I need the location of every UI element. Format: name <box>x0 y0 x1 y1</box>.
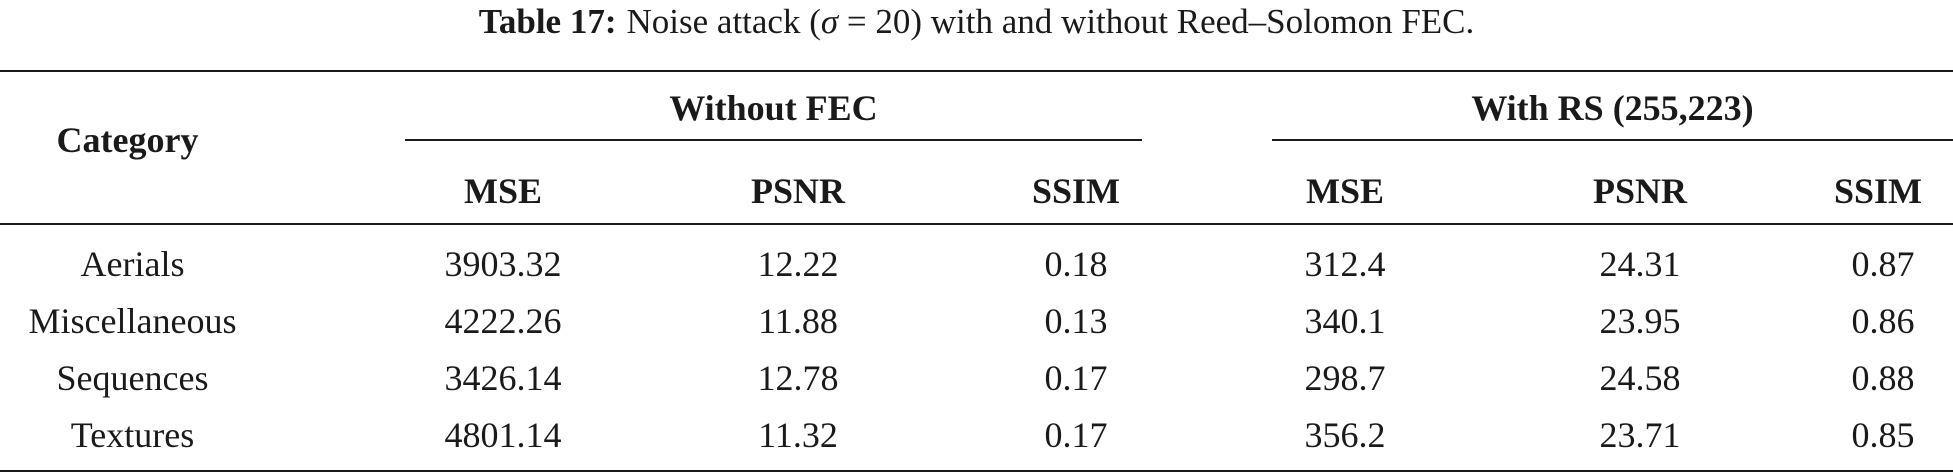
row-1-mse-with: 312.4 <box>1304 244 1386 284</box>
bottom-rule <box>0 470 1953 472</box>
group-rule-with-rs <box>1272 139 1953 141</box>
row-4-category: Textures <box>70 415 195 455</box>
sigma-symbol: σ <box>820 2 839 41</box>
row-4-psnr-with: 23.71 <box>1599 415 1681 455</box>
row-3-ssim-without: 0.17 <box>1044 358 1108 398</box>
subheader-mse-without: MSE <box>463 171 542 211</box>
row-1-category: Aerials <box>80 244 185 284</box>
caption-text-start: Noise attack ( <box>626 2 821 41</box>
row-3-mse-without: 3426.14 <box>444 358 562 398</box>
row-2-psnr-with: 23.95 <box>1599 301 1681 341</box>
row-2-ssim-without: 0.13 <box>1044 301 1108 341</box>
subheader-ssim-with: SSIM <box>1833 171 1923 211</box>
subheader-mse-with: MSE <box>1305 171 1384 211</box>
category-header: Category <box>56 120 199 160</box>
row-4-ssim-with: 0.85 <box>1851 415 1915 455</box>
row-2-ssim-with: 0.86 <box>1851 301 1915 341</box>
row-4-mse-with: 356.2 <box>1304 415 1386 455</box>
row-1-mse-without: 3903.32 <box>444 244 562 284</box>
row-2-mse-with: 340.1 <box>1304 301 1386 341</box>
row-1-psnr-with: 24.31 <box>1599 244 1681 284</box>
row-4-psnr-without: 11.32 <box>758 415 838 455</box>
table-label: Table 17: <box>478 2 617 41</box>
row-2-psnr-without: 11.88 <box>758 301 838 341</box>
row-4-ssim-without: 0.17 <box>1044 415 1108 455</box>
row-3-psnr-without: 12.78 <box>757 358 839 398</box>
row-2-category: Miscellaneous <box>28 301 237 341</box>
row-3-psnr-with: 24.58 <box>1599 358 1681 398</box>
row-3-category: Sequences <box>56 358 209 398</box>
row-1-ssim-with: 0.87 <box>1851 244 1915 284</box>
subheader-ssim-without: SSIM <box>1031 171 1121 211</box>
row-3-mse-with: 298.7 <box>1304 358 1386 398</box>
group-rule-without-fec <box>405 139 1142 141</box>
row-3-ssim-with: 0.88 <box>1851 358 1915 398</box>
row-1-ssim-without: 0.18 <box>1044 244 1108 284</box>
row-4-mse-without: 4801.14 <box>444 415 562 455</box>
subheader-psnr-without: PSNR <box>750 171 845 211</box>
header-bottom-rule <box>0 223 1953 225</box>
caption-text-end: = 20) with and without Reed–Solomon FEC. <box>838 2 1475 41</box>
group-header-without-fec: Without FEC <box>669 88 878 128</box>
subheader-psnr-with: PSNR <box>1592 171 1687 211</box>
row-1-psnr-without: 12.22 <box>757 244 839 284</box>
row-2-mse-without: 4222.26 <box>444 301 562 341</box>
top-rule <box>0 70 1953 72</box>
table-caption: Table 17: Noise attack (σ = 20) with and … <box>0 0 1953 44</box>
group-header-with-rs: With RS (255,223) <box>1471 88 1754 128</box>
